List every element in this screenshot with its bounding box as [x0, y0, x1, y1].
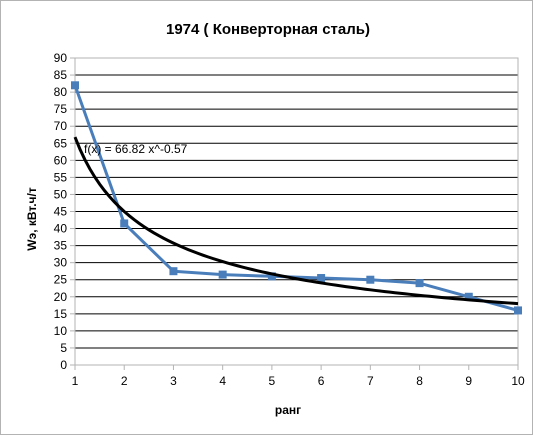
y-tick-label: 5 — [60, 341, 67, 355]
data-point — [169, 267, 178, 276]
x-tick-label: 2 — [121, 374, 128, 388]
y-tick-labels: 0 5 10 15 20 25 30 35 40 45 50 55 60 65 70 75 80 85 90 — [54, 51, 68, 372]
x-tick-label: 9 — [465, 374, 472, 388]
y-tick-label: 40 — [54, 222, 68, 236]
y-tick-label: 30 — [54, 256, 68, 270]
x-tick-label: 1 — [72, 374, 79, 388]
data-series — [71, 81, 522, 315]
y-tick-label: 75 — [54, 102, 68, 116]
y-tick-label: 55 — [54, 170, 68, 184]
series-line — [73, 84, 519, 312]
y-tick-label: 15 — [54, 307, 68, 321]
y-tick-label: 0 — [60, 358, 67, 372]
plot-area — [74, 57, 519, 366]
x-tick-labels: 1 2 3 4 5 6 7 8 9 10 — [72, 374, 525, 388]
trendline-curve — [73, 136, 519, 306]
y-tick-label: 90 — [54, 51, 68, 65]
data-point — [71, 81, 79, 90]
y-tick-label: 85 — [54, 68, 68, 82]
data-point — [514, 306, 522, 315]
y-tick-label: 65 — [54, 136, 68, 150]
x-tick-label: 6 — [318, 374, 325, 388]
x-tick-label: 8 — [416, 374, 423, 388]
y-tick-label: 80 — [54, 85, 68, 99]
y-tick-label: 10 — [54, 324, 68, 338]
x-tick-label: 5 — [269, 374, 276, 388]
y-tick-label: 45 — [54, 205, 68, 219]
y-tick-label: 70 — [54, 119, 68, 133]
y-tick-label: 35 — [54, 239, 68, 253]
y-tick-label: 60 — [54, 153, 68, 167]
data-point — [464, 292, 473, 301]
chart-title: 1974 ( Конверторная сталь) — [166, 21, 370, 38]
x-tick-label: 7 — [367, 374, 374, 388]
data-point — [415, 279, 424, 288]
trendline — [73, 136, 519, 306]
data-point — [218, 270, 227, 279]
data-point — [120, 219, 129, 228]
x-tick-label: 4 — [219, 374, 226, 388]
trendline-equation: f(x) = 66.82 x^-0.57 — [84, 142, 188, 156]
gridlines — [70, 57, 519, 370]
x-tick-label: 3 — [170, 374, 177, 388]
data-point — [366, 275, 375, 284]
data-point — [317, 274, 326, 283]
y-axis-title: Wэ, кВт.ч/т — [25, 187, 39, 251]
x-tick-label: 10 — [511, 374, 525, 388]
data-point — [267, 272, 276, 281]
x-axis-title: ранг — [275, 403, 301, 417]
y-tick-label: 20 — [54, 290, 68, 304]
y-tick-label: 25 — [54, 273, 68, 287]
y-tick-label: 50 — [54, 187, 68, 201]
